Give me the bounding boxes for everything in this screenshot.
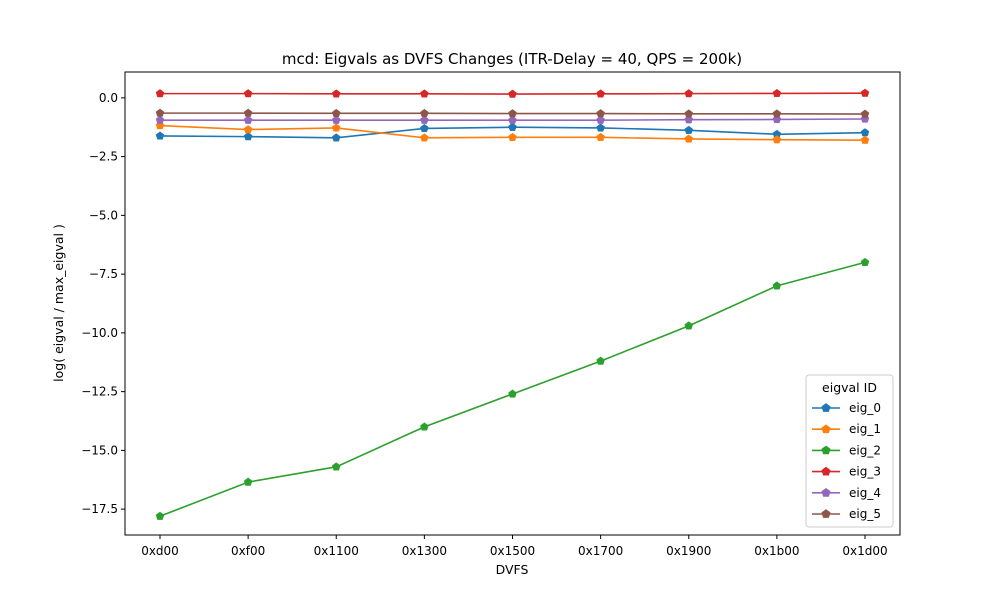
y-tick-label: −10.0 [81, 326, 118, 340]
legend-item: eig_0 [812, 401, 881, 415]
y-tick-label: −12.5 [81, 385, 118, 399]
data-point [596, 123, 605, 132]
data-point [772, 88, 782, 98]
legend-label: eig_5 [849, 507, 881, 521]
data-point [596, 109, 605, 118]
x-tick-label: 0xd00 [141, 544, 179, 558]
legend-item: eig_2 [812, 443, 881, 457]
data-point [331, 89, 341, 98]
legend-swatch-marker [821, 445, 831, 455]
data-point [596, 89, 605, 98]
legend-swatch-marker [821, 403, 831, 412]
data-point [155, 131, 165, 140]
data-point [508, 115, 517, 124]
data-point [684, 321, 694, 330]
series-eig_1 [155, 121, 870, 144]
data-point [508, 89, 517, 98]
y-tick-label: −15.0 [81, 443, 118, 457]
data-point [860, 135, 870, 144]
y-tick-label: −5.0 [89, 208, 118, 222]
data-point [860, 109, 870, 118]
series-eig_3 [155, 88, 870, 98]
legend-label: eig_2 [849, 443, 881, 457]
data-point [243, 132, 253, 141]
data-point [420, 108, 429, 118]
y-axis: 0.0 −2.5 −5.0 −7.5 −10.0 −12.5 −15.0 −17.5 [81, 91, 125, 516]
series-eig_2 [155, 257, 870, 520]
data-point [684, 89, 694, 98]
y-tick-label: −17.5 [81, 502, 118, 516]
legend-label: eig_1 [849, 422, 881, 436]
x-tick-label: 0x1300 [402, 544, 447, 558]
y-tick-label: −2.5 [89, 150, 118, 164]
data-point [860, 88, 870, 97]
data-point [684, 109, 694, 118]
data-point [243, 108, 253, 117]
legend-item: eig_3 [812, 465, 881, 479]
data-point [508, 389, 517, 398]
data-point [420, 133, 429, 142]
legend-swatch-marker [821, 487, 831, 497]
legend-swatch-marker [821, 424, 831, 434]
x-tick-label: 0x1700 [578, 544, 623, 558]
y-tick-label: −7.5 [89, 267, 118, 281]
data-point [684, 125, 694, 134]
data-point [508, 122, 517, 131]
data-point [420, 123, 429, 133]
series-eig_4 [155, 114, 870, 124]
x-axis: 0xd00 0xf00 0x1100 0x1300 0x1500 0x1700 0x1900… [141, 535, 888, 558]
x-tick-label: 0x1900 [666, 544, 711, 558]
legend-swatch-marker [821, 466, 831, 476]
series-eig_0 [155, 122, 870, 142]
legend-item: eig_1 [812, 422, 881, 436]
y-axis-label: log( eigval / max_eigval ) [51, 224, 66, 382]
x-tick-label: 0xf00 [231, 544, 265, 558]
data-point [596, 132, 605, 141]
x-tick-label: 0x1500 [490, 544, 535, 558]
legend-title: eigval ID [822, 380, 877, 395]
data-point [243, 89, 253, 98]
legend-label: eig_3 [849, 465, 881, 479]
data-point [155, 108, 165, 117]
legend-swatch-marker [821, 509, 831, 518]
data-point [331, 115, 341, 124]
legend-item: eig_4 [812, 486, 881, 500]
data-point [155, 89, 165, 98]
data-point [331, 108, 341, 118]
data-point [420, 422, 429, 431]
data-point [508, 109, 517, 118]
data-point [420, 89, 429, 98]
data-point [155, 511, 165, 520]
series-layer [155, 88, 870, 520]
x-tick-label: 0x1d00 [842, 544, 887, 558]
legend-label: eig_4 [849, 486, 881, 500]
legend-box [805, 374, 894, 528]
data-point [243, 477, 253, 486]
data-point [331, 123, 341, 132]
series-eig_5 [155, 108, 870, 118]
data-point [860, 257, 870, 267]
data-point [772, 281, 782, 290]
data-point [772, 109, 782, 118]
data-point [331, 133, 341, 142]
data-point [596, 115, 605, 124]
data-point [684, 134, 694, 143]
y-tick-label: 0.0 [99, 91, 118, 105]
data-point [508, 132, 517, 141]
data-point [243, 115, 253, 124]
legend-label: eig_0 [849, 401, 881, 415]
chart-title: mcd: Eigvals as DVFS Changes (ITR-Delay … [282, 50, 742, 68]
data-point [772, 135, 782, 144]
data-point [331, 462, 341, 471]
x-tick-label: 0x1b00 [754, 544, 799, 558]
legend: eigval ID eig_0 eig_1 eig_2 eig_3 eig_4 eig_5 [805, 374, 894, 528]
data-point [420, 115, 429, 124]
legend-item: eig_5 [812, 507, 881, 521]
x-axis-label: DVFS [496, 562, 529, 577]
data-point [155, 115, 165, 124]
data-point [596, 356, 605, 365]
data-point [243, 125, 253, 134]
x-tick-label: 0x1100 [314, 544, 359, 558]
